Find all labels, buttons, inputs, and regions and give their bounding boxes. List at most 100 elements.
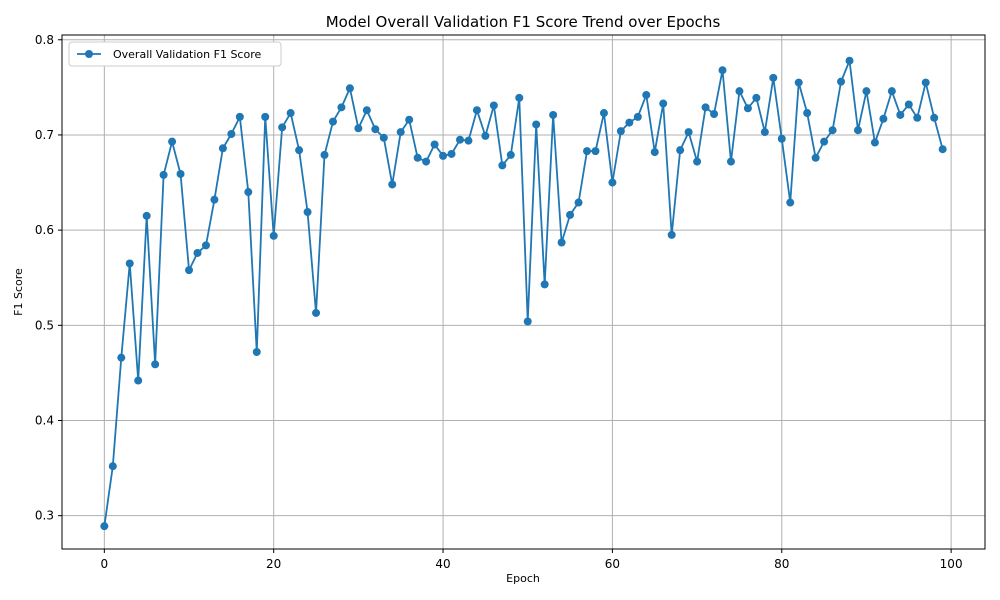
y-axis-label: F1 Score bbox=[12, 268, 25, 316]
legend-box bbox=[68, 41, 282, 67]
data-point bbox=[185, 266, 194, 275]
data-point bbox=[269, 231, 278, 240]
data-point bbox=[862, 87, 871, 96]
chart-title: Model Overall Validation F1 Score Trend … bbox=[326, 13, 721, 31]
plot-frame bbox=[61, 34, 986, 550]
data-point bbox=[608, 178, 617, 187]
x-tick-label: 20 bbox=[266, 557, 281, 571]
y-tick-label: 0.6 bbox=[35, 223, 54, 237]
data-point bbox=[887, 87, 896, 96]
data-point bbox=[566, 210, 575, 219]
data-point bbox=[422, 157, 431, 166]
data-point bbox=[312, 308, 321, 317]
data-point bbox=[201, 241, 210, 250]
data-point bbox=[701, 103, 710, 112]
x-tick-label: 0 bbox=[101, 557, 109, 571]
data-point bbox=[870, 138, 879, 147]
data-point bbox=[718, 66, 727, 75]
data-point bbox=[278, 123, 287, 132]
data-point bbox=[896, 110, 905, 119]
data-point bbox=[388, 180, 397, 189]
data-point bbox=[498, 161, 507, 170]
data-series bbox=[100, 56, 947, 531]
data-point bbox=[439, 151, 448, 160]
data-point bbox=[642, 90, 651, 99]
data-point bbox=[489, 101, 498, 110]
data-point bbox=[904, 100, 913, 109]
data-point bbox=[159, 170, 168, 179]
data-point bbox=[549, 110, 558, 119]
data-point bbox=[244, 188, 253, 197]
data-point bbox=[794, 78, 803, 87]
data-point bbox=[913, 113, 922, 122]
data-point bbox=[837, 77, 846, 86]
data-point bbox=[693, 157, 702, 166]
data-point bbox=[227, 129, 236, 138]
legend: Overall Validation F1 Score bbox=[68, 41, 282, 67]
data-point bbox=[930, 113, 939, 122]
data-point bbox=[938, 145, 947, 154]
data-point bbox=[879, 114, 888, 123]
data-point bbox=[379, 133, 388, 142]
data-point bbox=[811, 153, 820, 162]
data-point bbox=[413, 153, 422, 162]
x-tick-label: 80 bbox=[774, 557, 789, 571]
data-point bbox=[921, 78, 930, 87]
data-point bbox=[134, 376, 143, 385]
data-point bbox=[168, 137, 177, 146]
data-point bbox=[667, 230, 676, 239]
data-point bbox=[108, 462, 117, 471]
data-point bbox=[362, 106, 371, 115]
data-point bbox=[523, 317, 532, 326]
data-point bbox=[396, 128, 405, 137]
data-point bbox=[659, 99, 668, 108]
data-point bbox=[803, 109, 812, 118]
data-point bbox=[777, 134, 786, 143]
data-point bbox=[252, 347, 261, 356]
legend-entry-label: Overall Validation F1 Score bbox=[113, 48, 261, 61]
data-point bbox=[820, 137, 829, 146]
data-point bbox=[464, 136, 473, 145]
data-point bbox=[193, 248, 202, 257]
data-point bbox=[540, 280, 549, 289]
data-point bbox=[853, 126, 862, 135]
data-point bbox=[100, 522, 109, 531]
data-point bbox=[710, 110, 719, 118]
data-point bbox=[515, 93, 524, 102]
data-point bbox=[261, 112, 270, 121]
data-point bbox=[532, 120, 541, 129]
data-point bbox=[633, 112, 642, 121]
y-tick-label: 0.4 bbox=[35, 414, 54, 428]
data-point bbox=[557, 238, 566, 247]
x-tick-label: 60 bbox=[605, 557, 620, 571]
data-point bbox=[405, 115, 414, 124]
data-point bbox=[151, 360, 160, 369]
x-tick-label: 100 bbox=[940, 557, 963, 571]
data-point bbox=[506, 150, 515, 159]
data-point bbox=[828, 126, 837, 135]
series-line bbox=[103, 59, 944, 527]
data-point bbox=[337, 103, 346, 112]
data-point bbox=[726, 157, 735, 166]
legend-marker-swatch bbox=[85, 50, 93, 58]
data-point bbox=[371, 125, 380, 134]
data-point bbox=[472, 106, 481, 115]
data-point bbox=[684, 128, 693, 137]
data-point bbox=[117, 353, 126, 362]
data-point bbox=[650, 148, 659, 157]
data-point bbox=[574, 198, 583, 207]
axis-ticks: 0 20 40 60 80 100 0.3 0.4 0.5 0.6 0.7 0.8 bbox=[35, 33, 963, 571]
data-point bbox=[599, 109, 608, 118]
y-tick-label: 0.3 bbox=[35, 509, 54, 523]
grid-lines bbox=[62, 35, 985, 549]
data-point bbox=[760, 128, 769, 137]
data-point bbox=[328, 117, 337, 126]
data-point bbox=[625, 118, 634, 127]
data-point bbox=[481, 131, 490, 140]
data-point bbox=[125, 259, 134, 268]
data-point bbox=[210, 195, 219, 204]
data-point bbox=[142, 211, 151, 220]
data-point bbox=[735, 87, 744, 96]
data-point bbox=[455, 135, 464, 144]
